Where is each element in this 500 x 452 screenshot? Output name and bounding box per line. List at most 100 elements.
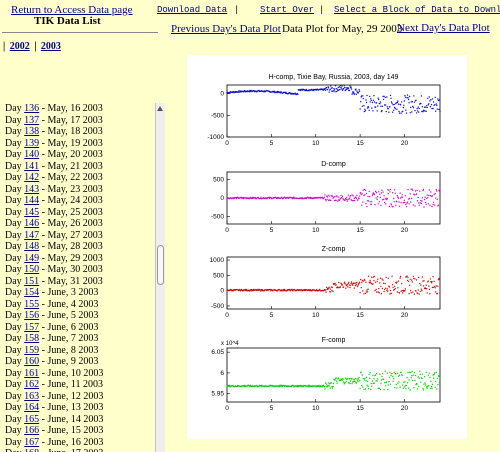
data-point	[337, 200, 339, 202]
data-point	[336, 380, 338, 382]
day-link[interactable]: 136	[24, 103, 40, 114]
data-point	[404, 201, 406, 204]
data-point	[375, 102, 378, 104]
data-point	[331, 87, 334, 89]
day-prefix: Day	[5, 206, 25, 218]
data-point	[397, 103, 400, 105]
data-point	[394, 192, 396, 194]
data-point	[408, 284, 411, 286]
previous-day-link[interactable]: Previous Day's Data Plot	[171, 23, 281, 35]
data-point	[431, 383, 434, 386]
day-link[interactable]: 151	[24, 275, 40, 287]
day-link[interactable]: 164	[24, 402, 40, 413]
start-over-link[interactable]: Start Over	[260, 5, 315, 15]
data-point	[403, 104, 405, 106]
data-point	[385, 287, 387, 289]
day-link[interactable]: 167	[24, 436, 40, 448]
day-list-frame[interactable]: Day 136 - May, 16 2003 Day 137 - May, 17 …	[0, 103, 166, 452]
download-data-link[interactable]: Download Data	[157, 5, 228, 15]
day-link[interactable]: 155	[24, 298, 40, 310]
day-link[interactable]: 165	[24, 413, 40, 425]
data-point	[375, 197, 377, 199]
data-point	[434, 204, 436, 206]
day-link[interactable]: 142	[24, 172, 40, 183]
data-point	[420, 288, 423, 290]
data-point	[431, 387, 433, 390]
data-point	[341, 195, 344, 197]
day-link[interactable]: 146	[24, 218, 40, 229]
day-link[interactable]: 162	[24, 379, 40, 390]
data-point	[385, 276, 387, 279]
data-point	[407, 198, 410, 200]
data-point	[426, 386, 428, 388]
data-point	[360, 193, 362, 196]
day-link[interactable]: 138	[24, 126, 40, 137]
data-point	[415, 193, 418, 195]
y-tick-label: 6	[220, 370, 224, 377]
day-link[interactable]: 139	[24, 137, 40, 149]
data-point	[383, 290, 385, 293]
data-point	[344, 86, 346, 89]
return-to-access-link[interactable]: Return to Access Data page	[11, 4, 133, 16]
data-point	[432, 101, 435, 103]
day-link[interactable]: 158	[24, 333, 40, 344]
day-link[interactable]: 160	[24, 356, 40, 367]
day-link[interactable]: 150	[24, 264, 40, 275]
data-point	[336, 196, 338, 198]
year-link-2002[interactable]: 2002	[9, 41, 30, 52]
day-link[interactable]: 147	[24, 229, 40, 241]
day-link[interactable]: 137	[24, 114, 40, 126]
day-link[interactable]: 144	[24, 195, 40, 206]
data-point	[388, 286, 391, 288]
day-link[interactable]: 143	[24, 183, 40, 195]
data-point	[433, 280, 435, 283]
day-link[interactable]: 161	[24, 367, 40, 379]
data-point	[374, 204, 376, 206]
scroll-up-arrow-icon[interactable]	[156, 103, 165, 113]
day-list-item: Day 168 - June, 17 2003	[5, 448, 155, 452]
select-block-link[interactable]: Select a Block of Data to Download	[334, 5, 500, 15]
data-point	[360, 191, 362, 194]
day-link[interactable]: 166	[24, 425, 40, 436]
year-link-2003[interactable]: 2003	[40, 41, 61, 52]
data-point	[419, 190, 421, 192]
day-link[interactable]: 163	[24, 390, 40, 402]
data-point	[367, 106, 370, 108]
data-point	[342, 286, 345, 288]
day-date: May, 25 2003	[47, 206, 103, 218]
data-point	[378, 201, 380, 203]
day-link[interactable]: 148	[24, 241, 40, 252]
day-separator: -	[39, 229, 48, 241]
data-point	[389, 188, 392, 191]
data-point	[382, 279, 384, 281]
scroll-thumb[interactable]	[157, 245, 164, 285]
data-point	[414, 278, 416, 280]
data-point	[438, 278, 441, 281]
data-point	[413, 95, 415, 97]
data-point	[347, 88, 350, 90]
data-point	[367, 387, 370, 390]
day-link[interactable]: 157	[24, 321, 40, 333]
day-link[interactable]: 141	[24, 160, 40, 172]
data-point	[411, 188, 413, 190]
day-link[interactable]: 156	[24, 310, 40, 321]
day-link[interactable]: 154	[24, 287, 40, 298]
scrollbar[interactable]	[155, 103, 165, 452]
x-tick-label: 5	[270, 140, 274, 147]
data-point	[370, 98, 372, 100]
data-point	[325, 200, 327, 202]
data-point	[421, 290, 423, 292]
next-day-link[interactable]: Next Day's Data Plot	[397, 22, 490, 34]
day-link[interactable]: 140	[24, 149, 40, 160]
x-tick-label: 5	[270, 312, 274, 319]
data-point	[407, 280, 410, 283]
data-point	[353, 379, 355, 381]
day-link[interactable]: 149	[24, 252, 40, 264]
day-link[interactable]: 145	[24, 206, 40, 218]
data-point	[376, 280, 378, 283]
day-link[interactable]: 168	[24, 448, 39, 452]
data-point	[430, 380, 432, 383]
day-link[interactable]: 159	[24, 344, 40, 356]
data-point	[432, 203, 434, 206]
data-point	[434, 104, 436, 106]
